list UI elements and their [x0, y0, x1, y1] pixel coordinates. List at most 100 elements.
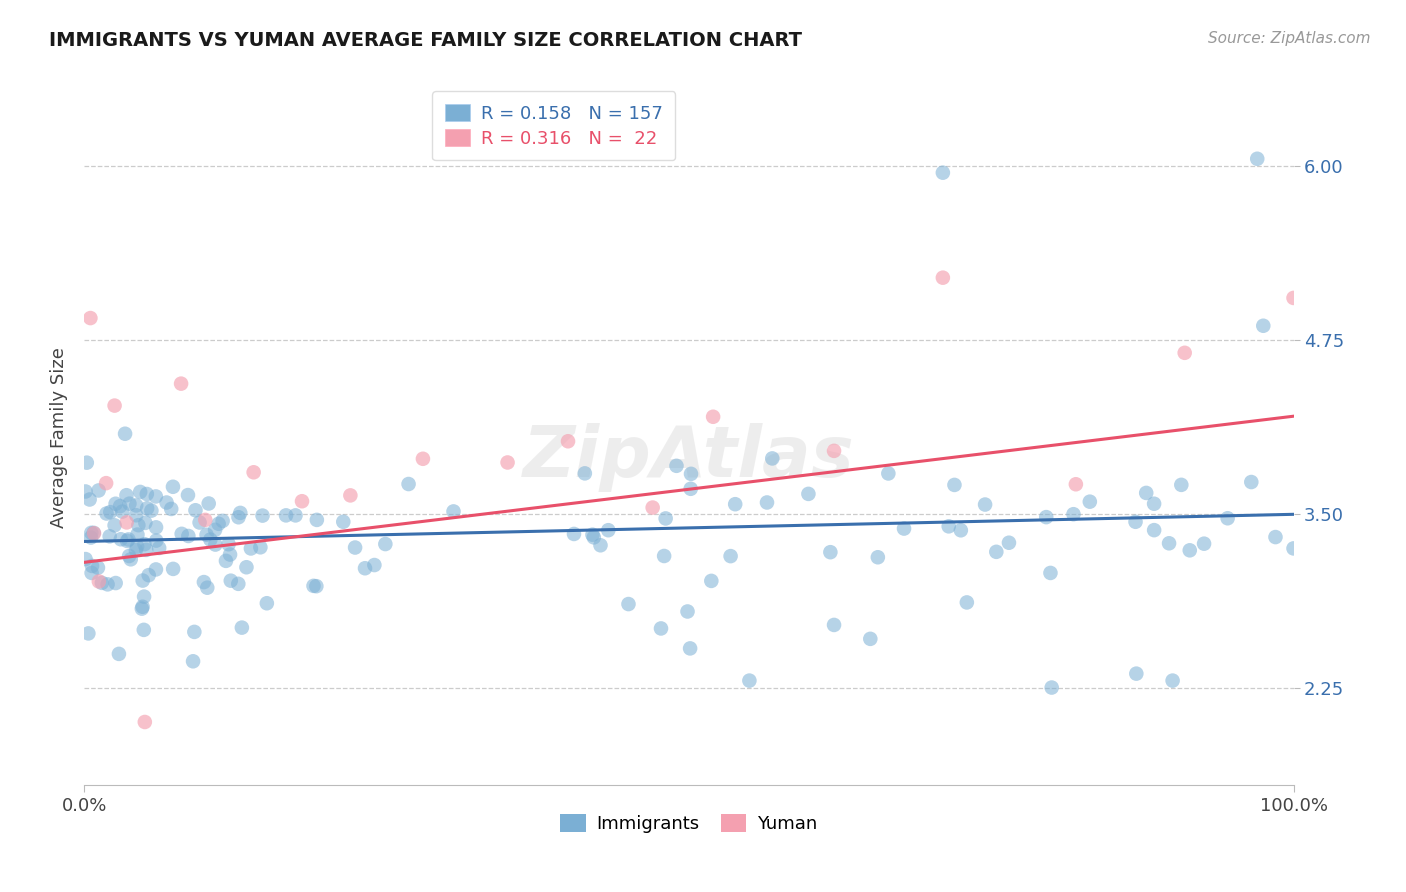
- Point: [998, 535, 1021, 549]
- Point: [374, 537, 396, 551]
- Point: [135, 487, 157, 501]
- Point: [654, 511, 676, 525]
- Text: IMMIGRANTS VS YUMAN AVERAGE FAMILY SIZE CORRELATION CHART: IMMIGRANTS VS YUMAN AVERAGE FAMILY SIZE …: [49, 31, 803, 50]
- Point: [104, 497, 127, 511]
- Point: [986, 545, 1008, 559]
- Point: [859, 632, 882, 646]
- Point: [700, 574, 723, 588]
- Point: [574, 467, 596, 481]
- Point: [118, 497, 141, 511]
- Y-axis label: Average Family Size: Average Family Size: [49, 347, 67, 527]
- Point: [284, 508, 307, 523]
- Point: [302, 579, 325, 593]
- Point: [893, 522, 915, 536]
- Point: [274, 508, 297, 523]
- Point: [218, 537, 240, 551]
- Point: [1161, 673, 1184, 688]
- Point: [650, 622, 672, 636]
- Point: [239, 541, 262, 556]
- Point: [1035, 510, 1057, 524]
- Point: [344, 541, 367, 555]
- Point: [823, 443, 845, 458]
- Point: [115, 516, 138, 530]
- Point: [1253, 318, 1275, 333]
- Point: [1216, 511, 1239, 525]
- Point: [97, 577, 120, 591]
- Point: [305, 579, 328, 593]
- Point: [76, 456, 98, 470]
- Point: [181, 654, 204, 668]
- Point: [183, 624, 205, 639]
- Point: [129, 484, 152, 499]
- Point: [98, 505, 121, 519]
- Point: [679, 482, 702, 496]
- Point: [354, 561, 377, 575]
- Point: [197, 496, 219, 510]
- Point: [117, 533, 139, 547]
- Point: [1125, 515, 1147, 529]
- Point: [1039, 566, 1062, 580]
- Point: [339, 488, 361, 502]
- Point: [211, 514, 233, 528]
- Point: [80, 558, 103, 573]
- Point: [177, 488, 200, 502]
- Point: [231, 621, 253, 635]
- Point: [1246, 152, 1268, 166]
- Point: [938, 519, 960, 533]
- Point: [1178, 543, 1201, 558]
- Point: [228, 510, 250, 524]
- Point: [145, 520, 167, 534]
- Point: [877, 467, 900, 481]
- Point: [797, 487, 820, 501]
- Point: [195, 528, 218, 542]
- Point: [932, 270, 955, 285]
- Point: [145, 490, 167, 504]
- Point: [80, 531, 103, 545]
- Point: [720, 549, 742, 563]
- Text: ZipAtlas: ZipAtlas: [523, 424, 855, 492]
- Point: [665, 458, 688, 473]
- Point: [1174, 346, 1197, 360]
- Point: [1078, 494, 1101, 508]
- Point: [219, 574, 242, 588]
- Point: [866, 550, 889, 565]
- Point: [160, 502, 183, 516]
- Point: [256, 596, 278, 610]
- Point: [87, 574, 110, 589]
- Point: [1240, 475, 1263, 489]
- Point: [235, 560, 257, 574]
- Point: [1062, 507, 1084, 521]
- Point: [581, 527, 603, 541]
- Point: [1192, 537, 1215, 551]
- Point: [127, 527, 149, 541]
- Point: [75, 552, 97, 566]
- Point: [115, 488, 138, 502]
- Point: [96, 507, 118, 521]
- Point: [83, 525, 105, 540]
- Point: [145, 562, 167, 576]
- Point: [177, 529, 200, 543]
- Point: [114, 426, 136, 441]
- Point: [249, 541, 271, 555]
- Point: [676, 605, 699, 619]
- Point: [756, 495, 779, 509]
- Point: [412, 451, 434, 466]
- Point: [291, 494, 314, 508]
- Point: [200, 533, 222, 547]
- Point: [110, 533, 132, 547]
- Point: [138, 568, 160, 582]
- Point: [195, 581, 218, 595]
- Point: [87, 483, 110, 498]
- Point: [118, 549, 141, 563]
- Point: [949, 523, 972, 537]
- Point: [1125, 666, 1147, 681]
- Point: [83, 526, 105, 541]
- Point: [1064, 477, 1087, 491]
- Point: [1264, 530, 1286, 544]
- Point: [80, 566, 103, 580]
- Point: [90, 575, 112, 590]
- Point: [562, 527, 585, 541]
- Point: [956, 595, 979, 609]
- Point: [131, 601, 153, 615]
- Point: [932, 166, 955, 180]
